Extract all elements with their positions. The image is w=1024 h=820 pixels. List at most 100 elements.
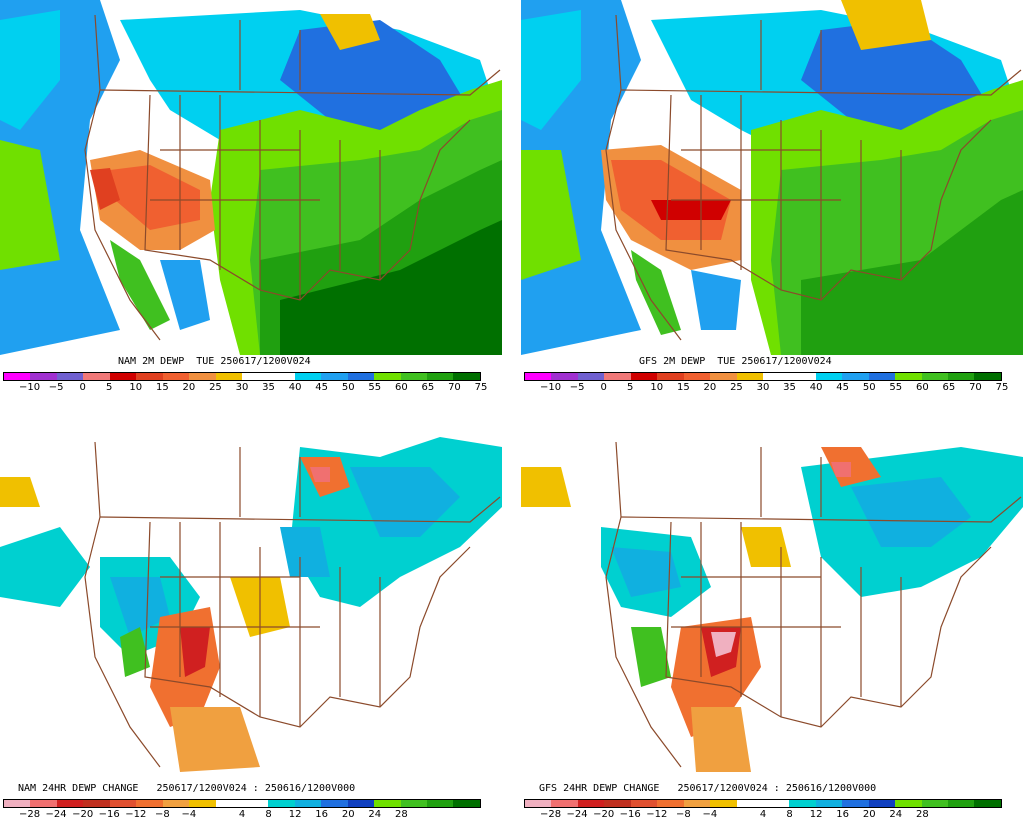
gfs-change-map — [521, 427, 1023, 782]
legend-swatch — [30, 800, 57, 807]
change-color-legend — [524, 799, 1002, 808]
legend-swatch — [215, 800, 242, 807]
legend-tick-label: −16 — [98, 809, 120, 820]
dewpoint-color-legend — [524, 372, 1002, 381]
legend-tick-label: 55 — [368, 382, 382, 393]
legend-tick-label: −28 — [18, 809, 41, 820]
legend-tick-label: 70 — [448, 382, 461, 393]
legend-tick-label: −5 — [48, 382, 64, 393]
legend-swatch — [815, 800, 843, 807]
legend-tick-label: −24 — [45, 809, 67, 820]
legend-tick-label: −12 — [125, 809, 147, 820]
legend-swatch — [842, 800, 869, 807]
legend-tick-label: 15 — [676, 382, 690, 393]
legend-swatch — [974, 373, 1001, 380]
legend-swatch — [189, 373, 216, 380]
legend-tick-label: −4 — [181, 809, 197, 820]
nam-change-map — [0, 427, 502, 782]
legend-tick-label: 20 — [341, 809, 355, 820]
legend-tick-label: 30 — [756, 382, 770, 393]
legend-tick-label: 75 — [474, 382, 488, 393]
legend-tick-label: 45 — [315, 382, 329, 393]
legend-tick-label: 5 — [627, 382, 634, 393]
legend-tick-label: 24 — [368, 809, 382, 820]
legend-tick-label: 12 — [288, 809, 302, 820]
legend-swatch — [551, 800, 578, 807]
legend-tick-label: 35 — [262, 382, 275, 393]
legend-swatch — [4, 800, 31, 807]
legend-swatch — [710, 800, 737, 807]
nam-dewpoint-map — [0, 0, 502, 355]
change-legend-ticks: −28 −24 −20 −16 −12 −8 −4 4 8 12 16 20 24 28 — [524, 810, 1002, 820]
legend-tick-label: 10 — [129, 382, 143, 393]
legend-tick-label: 24 — [889, 809, 903, 820]
legend-swatch — [525, 373, 552, 380]
legend-tick-label: 25 — [209, 382, 222, 393]
legend-tick-label: −8 — [154, 809, 170, 820]
legend-swatch — [83, 800, 110, 807]
legend-tick-label: −10 — [18, 382, 41, 393]
legend-swatch — [427, 800, 454, 807]
legend-swatch — [948, 800, 975, 807]
legend-tick-label: 55 — [889, 382, 903, 393]
legend-swatch — [453, 373, 480, 380]
legend-swatch — [762, 800, 790, 807]
legend-swatch — [162, 373, 190, 380]
gfs-dewpoint-caption: GFS 2M DEWP TUE 250617/1200V024 — [639, 356, 832, 367]
legend-swatch — [762, 373, 790, 380]
legend-tick-label: 50 — [341, 382, 355, 393]
legend-tick-label: 35 — [783, 382, 796, 393]
legend-swatch — [136, 373, 163, 380]
legend-swatch — [921, 800, 948, 807]
legend-tick-label: −10 — [539, 382, 562, 393]
legend-swatch — [683, 800, 711, 807]
legend-swatch — [400, 800, 427, 807]
legend-tick-label: 65 — [421, 382, 435, 393]
legend-swatch — [683, 373, 711, 380]
legend-swatch — [56, 373, 84, 380]
legend-swatch — [657, 800, 684, 807]
dewpoint-legend-ticks: −10 −5 0 5 10 15 20 25 30 35 40 45 50 55 60 65 70 75 — [524, 382, 1008, 393]
gfs-change-caption: GFS 24HR DEWP CHANGE 250617/1200V024 : 2… — [539, 783, 877, 794]
legend-tick-label: 15 — [155, 382, 169, 393]
legend-tick-label: 30 — [235, 382, 249, 393]
legend-swatch — [4, 373, 31, 380]
legend-swatch — [294, 800, 322, 807]
legend-swatch — [736, 373, 763, 380]
gfs-dewpoint-map — [521, 0, 1023, 355]
legend-swatch — [789, 373, 816, 380]
legend-tick-label: 16 — [836, 809, 850, 820]
legend-swatch — [710, 373, 737, 380]
legend-tick-label: 5 — [106, 382, 113, 393]
legend-tick-label: 40 — [809, 382, 823, 393]
legend-tick-label: 28 — [394, 809, 408, 820]
legend-swatch — [815, 373, 843, 380]
legend-tick-label: −8 — [675, 809, 691, 820]
legend-swatch — [577, 373, 605, 380]
legend-swatch — [453, 800, 480, 807]
panel-nam-change: NAM 24HR DEWP CHANGE 250617/1200V024 : 2… — [0, 427, 502, 820]
legend-swatch — [374, 800, 401, 807]
nam-change-caption: NAM 24HR DEWP CHANGE 250617/1200V024 : 2… — [18, 783, 356, 794]
legend-swatch — [215, 373, 242, 380]
legend-swatch — [604, 800, 631, 807]
legend-tick-label: 70 — [969, 382, 982, 393]
legend-swatch — [347, 373, 375, 380]
legend-swatch — [948, 373, 975, 380]
legend-tick-label: 40 — [288, 382, 302, 393]
legend-swatch — [789, 800, 816, 807]
dewpoint-color-legend — [3, 372, 481, 381]
legend-tick-label: 20 — [182, 382, 196, 393]
legend-swatch — [551, 373, 578, 380]
legend-swatch — [525, 800, 552, 807]
legend-swatch — [162, 800, 190, 807]
nam-dewpoint-caption: NAM 2M DEWP TUE 250617/1200V024 — [118, 356, 311, 367]
legend-tick-label: 20 — [703, 382, 717, 393]
legend-swatch — [577, 800, 605, 807]
legend-tick-label: 12 — [809, 809, 823, 820]
legend-swatch — [321, 800, 348, 807]
legend-tick-label: 4 — [759, 809, 767, 820]
legend-tick-label: 25 — [730, 382, 743, 393]
legend-swatch — [374, 373, 401, 380]
legend-tick-label: 28 — [915, 809, 929, 820]
